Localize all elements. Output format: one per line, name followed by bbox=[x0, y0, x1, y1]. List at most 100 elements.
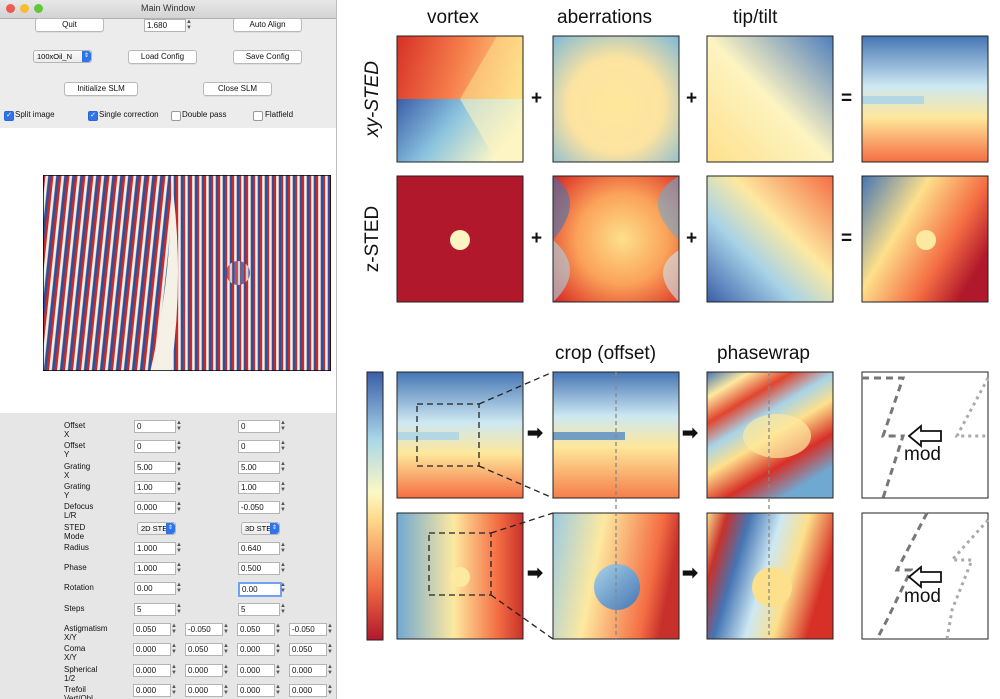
na-stepper[interactable]: ▲ ▼ bbox=[186, 19, 192, 31]
pair-field[interactable]: 0.050 bbox=[289, 643, 327, 657]
param-field-left[interactable]: 5.00 bbox=[134, 460, 176, 474]
pair-field[interactable]: 0.000 bbox=[133, 643, 171, 657]
pair-field[interactable]: 0.000 bbox=[289, 663, 327, 677]
tile-z-full bbox=[396, 512, 554, 640]
param-field-right[interactable]: -0.050 bbox=[238, 501, 280, 515]
pair-stepper[interactable]: ▲ ▼ bbox=[171, 663, 177, 676]
pair-field[interactable]: 0.000 bbox=[237, 683, 275, 697]
objective-select-value: 100xOil_N bbox=[37, 52, 73, 61]
param-field-left[interactable]: 1.00 bbox=[134, 480, 176, 494]
pair-field[interactable]: 0.050 bbox=[133, 623, 171, 636]
sted-mode-select-right[interactable]: 3D STED ⇕ bbox=[241, 521, 280, 535]
pair-field[interactable]: 0.000 bbox=[237, 643, 275, 657]
mod-arrow-icon bbox=[907, 424, 942, 448]
pair-field[interactable]: 0.000 bbox=[185, 663, 223, 677]
param-field-right[interactable]: 0.500 bbox=[238, 562, 280, 576]
load-config-button[interactable]: Load Config bbox=[128, 50, 197, 64]
param-stepper[interactable]: ▲ ▼ bbox=[280, 582, 286, 595]
param-stepper[interactable]: ▲ ▼ bbox=[176, 460, 182, 473]
param-field-left[interactable]: 1.000 bbox=[134, 541, 176, 555]
pair-stepper[interactable]: ▲ ▼ bbox=[327, 683, 333, 696]
pair-stepper[interactable]: ▲ ▼ bbox=[327, 643, 333, 656]
pair-field[interactable]: 0.000 bbox=[185, 683, 223, 697]
double-pass-checkbox[interactable] bbox=[171, 111, 181, 121]
param-label: Spherical 1/2 bbox=[64, 664, 98, 683]
minimize-window-button[interactable] bbox=[20, 4, 29, 13]
param-stepper[interactable]: ▲ ▼ bbox=[176, 582, 182, 595]
param-stepper[interactable]: ▲ ▼ bbox=[280, 562, 286, 575]
param-stepper[interactable]: ▲ ▼ bbox=[176, 440, 182, 453]
pair-field[interactable]: 0.000 bbox=[133, 663, 171, 677]
zoom-window-button[interactable] bbox=[34, 4, 43, 13]
pair-field[interactable]: 0.000 bbox=[133, 683, 171, 697]
param-stepper[interactable]: ▲ ▼ bbox=[280, 440, 286, 453]
param-field-right[interactable]: 5.00 bbox=[238, 460, 280, 474]
pair-stepper[interactable]: ▲ ▼ bbox=[223, 623, 229, 635]
pair-stepper[interactable]: ▲ ▼ bbox=[275, 683, 281, 696]
na-field[interactable]: 1.680 bbox=[144, 19, 186, 32]
param-field-left[interactable]: 0.000 bbox=[134, 501, 176, 515]
param-field-left[interactable]: 0.00 bbox=[134, 582, 176, 596]
mod-label: mod bbox=[904, 586, 941, 607]
pair-stepper[interactable]: ▲ ▼ bbox=[223, 683, 229, 696]
tile-xy-full bbox=[396, 371, 554, 499]
pair-stepper[interactable]: ▲ ▼ bbox=[275, 643, 281, 656]
param-label: Defocus L/R bbox=[64, 502, 94, 521]
param-field-left[interactable]: 1.000 bbox=[134, 562, 176, 576]
close-slm-button[interactable]: Close SLM bbox=[203, 82, 272, 96]
row-label-z: z-STED bbox=[362, 205, 383, 273]
param-stepper[interactable]: ▲ ▼ bbox=[176, 562, 182, 575]
param-stepper[interactable]: ▲ ▼ bbox=[280, 480, 286, 493]
save-config-button[interactable]: Save Config bbox=[233, 50, 302, 64]
tile-xy-mod bbox=[861, 371, 990, 499]
param-stepper[interactable]: ▲ ▼ bbox=[280, 541, 286, 554]
tile-aberrations-xy bbox=[552, 35, 680, 163]
param-stepper[interactable]: ▲ ▼ bbox=[176, 501, 182, 514]
pair-stepper[interactable]: ▲ ▼ bbox=[275, 623, 281, 635]
param-field-left[interactable]: 0 bbox=[134, 420, 176, 433]
param-field-left[interactable]: 0 bbox=[134, 440, 176, 454]
param-field-left[interactable]: 5 bbox=[134, 602, 176, 616]
pair-field[interactable]: -0.050 bbox=[289, 623, 327, 636]
split-image-checkbox[interactable]: ✓ bbox=[4, 111, 14, 121]
objective-select[interactable]: 100xOil_N ⇕ bbox=[33, 50, 92, 63]
single-correction-checkbox[interactable]: ✓ bbox=[88, 111, 98, 121]
pair-field[interactable]: 0.050 bbox=[185, 643, 223, 657]
param-field-right[interactable]: 0 bbox=[238, 440, 280, 454]
initialize-slm-button[interactable]: Initialize SLM bbox=[64, 82, 138, 96]
param-field-right[interactable]: 0.00 bbox=[238, 582, 282, 598]
flatfield-checkbox[interactable] bbox=[253, 111, 263, 121]
param-field-right[interactable]: 5 bbox=[238, 602, 280, 616]
pair-field[interactable]: 0.000 bbox=[237, 663, 275, 677]
pair-stepper[interactable]: ▲ ▼ bbox=[275, 663, 281, 676]
pair-field[interactable]: 0.050 bbox=[237, 623, 275, 636]
quit-button[interactable]: Quit bbox=[35, 18, 104, 32]
param-field-right[interactable]: 0.640 bbox=[238, 541, 280, 555]
pair-stepper[interactable]: ▲ ▼ bbox=[223, 663, 229, 676]
auto-align-button[interactable]: Auto Align bbox=[233, 18, 302, 32]
param-field-right[interactable]: 0 bbox=[238, 420, 280, 433]
pair-stepper[interactable]: ▲ ▼ bbox=[327, 623, 333, 635]
param-label: Radius bbox=[64, 542, 89, 552]
arrow-right-icon: ➡ bbox=[527, 563, 543, 584]
param-field-right[interactable]: 1.00 bbox=[238, 480, 280, 494]
pair-stepper[interactable]: ▲ ▼ bbox=[171, 643, 177, 656]
param-stepper[interactable]: ▲ ▼ bbox=[280, 501, 286, 514]
close-window-button[interactable] bbox=[6, 4, 15, 13]
pair-stepper[interactable]: ▲ ▼ bbox=[171, 683, 177, 696]
sted-mode-select-left[interactable]: 2D STED ⇕ bbox=[137, 521, 176, 535]
pair-field[interactable]: -0.050 bbox=[185, 623, 223, 636]
param-stepper[interactable]: ▲ ▼ bbox=[280, 460, 286, 473]
pair-stepper[interactable]: ▲ ▼ bbox=[327, 663, 333, 676]
param-stepper[interactable]: ▲ ▼ bbox=[280, 602, 286, 615]
param-stepper[interactable]: ▲ ▼ bbox=[176, 541, 182, 554]
param-stepper[interactable]: ▲ ▼ bbox=[176, 480, 182, 493]
param-stepper[interactable]: ▲ ▼ bbox=[176, 420, 182, 432]
tile-z-phasewrap bbox=[706, 512, 834, 640]
arrow-right-icon: ➡ bbox=[527, 423, 543, 444]
param-stepper[interactable]: ▲ ▼ bbox=[176, 602, 182, 615]
pair-stepper[interactable]: ▲ ▼ bbox=[171, 623, 177, 635]
pair-stepper[interactable]: ▲ ▼ bbox=[223, 643, 229, 656]
param-stepper[interactable]: ▲ ▼ bbox=[280, 420, 286, 432]
pair-field[interactable]: 0.000 bbox=[289, 683, 327, 697]
